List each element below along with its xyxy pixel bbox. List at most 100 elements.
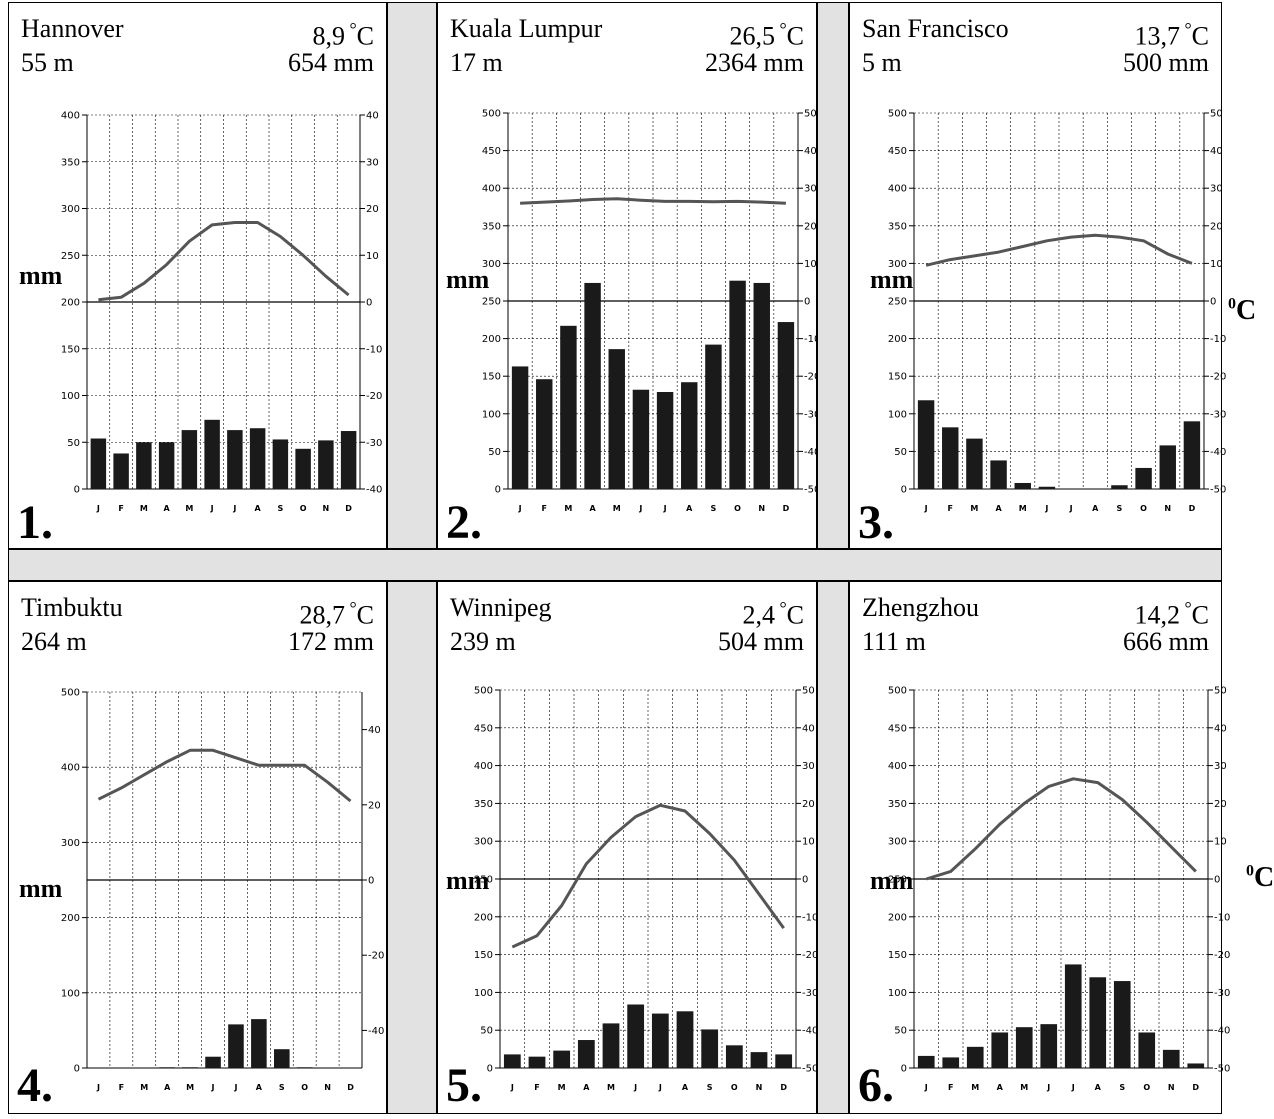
temp-tick-label: 10 bbox=[1214, 837, 1227, 848]
month-label: M bbox=[607, 1083, 615, 1092]
precip-bar bbox=[318, 440, 334, 489]
precip-tick-label: 100 bbox=[482, 409, 501, 420]
month-label: A bbox=[583, 1083, 590, 1092]
precip-tick-label: 100 bbox=[888, 988, 907, 999]
precip-tick-label: 250 bbox=[474, 875, 493, 886]
precip-tick-label: 300 bbox=[61, 204, 80, 215]
temperature-line bbox=[511, 803, 785, 949]
temp-tick-label: -10 bbox=[1210, 334, 1226, 345]
month-label: A bbox=[995, 504, 1002, 513]
month-label: O bbox=[301, 1083, 308, 1092]
month-label: J bbox=[924, 504, 928, 513]
temp-tick-label: 0 bbox=[366, 298, 372, 309]
station-elevation: 55 m bbox=[21, 48, 74, 77]
precip-bar bbox=[701, 1029, 719, 1068]
temp-tick-label: 50 bbox=[804, 109, 817, 120]
temperature-line bbox=[98, 221, 350, 302]
month-label: N bbox=[324, 1083, 331, 1092]
precip-tick-label: 200 bbox=[61, 298, 80, 309]
precip-bar bbox=[729, 280, 746, 489]
temp-tick-label: -30 bbox=[1214, 988, 1230, 999]
station-name: Timbuktu bbox=[21, 593, 123, 622]
temp-tick-label: 0 bbox=[1210, 297, 1216, 308]
precip-tick-label: 350 bbox=[482, 221, 501, 232]
temperature-line bbox=[925, 777, 1197, 881]
month-label: A bbox=[164, 1083, 171, 1092]
month-label: S bbox=[707, 1083, 713, 1092]
precip-tick-label: 400 bbox=[482, 184, 501, 195]
month-label: J bbox=[663, 504, 667, 513]
temp-axis-unit: 0C bbox=[1246, 862, 1274, 894]
precip-bar bbox=[777, 322, 795, 489]
precip-bar bbox=[1159, 445, 1176, 489]
annual-precipitation: 666 mm bbox=[1123, 627, 1209, 656]
station-name: San Francisco bbox=[862, 14, 1009, 43]
panel-number: 5. bbox=[446, 1059, 482, 1112]
precip-tick-label: 400 bbox=[474, 761, 493, 772]
climate-panel-1: Hannover 8,9 °C 55 m 654 mm 1. mm 0 C 0 50 100 150 2… bbox=[8, 2, 425, 549]
precip-bar bbox=[251, 1019, 267, 1068]
climate-chart: 050100150200250300350400450500-50-40-30-… bbox=[888, 109, 1226, 514]
annual-precipitation: 504 mm bbox=[718, 627, 804, 656]
temp-tick-label: -50 bbox=[1214, 1064, 1230, 1075]
precip-tick-label: 300 bbox=[888, 259, 907, 270]
climate-panel-3: San Francisco 13,7 °C 5 m 500 mm 3. mm 0C 0 50 10… bbox=[849, 2, 1256, 549]
precip-bar bbox=[602, 1023, 620, 1068]
precip-bar bbox=[656, 391, 674, 489]
mean-temp-value: 8,9 bbox=[312, 21, 345, 51]
temp-tick-label: -10 bbox=[802, 912, 818, 923]
temp-tick-label: 20 bbox=[1210, 221, 1223, 232]
annual-precipitation: 654 mm bbox=[288, 48, 374, 77]
temp-unit: C bbox=[1191, 600, 1209, 630]
precip-bar bbox=[553, 1050, 571, 1068]
temp-unit: C bbox=[356, 21, 374, 51]
climate-chart: 050100150200250300350400450500-50-40-30-… bbox=[482, 109, 820, 514]
panel-number: 4. bbox=[17, 1059, 53, 1112]
precip-bar bbox=[1135, 467, 1152, 489]
month-label: M bbox=[971, 1083, 979, 1092]
precip-tick-label: 50 bbox=[894, 1026, 907, 1037]
temperature-line bbox=[520, 197, 786, 205]
temp-tick-label: 20 bbox=[802, 799, 815, 810]
precip-tick-label: 0 bbox=[74, 485, 80, 496]
precip-tick-label: 350 bbox=[888, 799, 907, 810]
temp-tick-label: 10 bbox=[366, 251, 379, 262]
month-label: M bbox=[1019, 504, 1027, 513]
month-label: M bbox=[613, 504, 621, 513]
precip-bar bbox=[1162, 1049, 1180, 1068]
temp-tick-label: -30 bbox=[1210, 409, 1226, 420]
precip-bar bbox=[1089, 977, 1107, 1068]
temp-tick-label: 20 bbox=[804, 221, 817, 232]
precip-tick-label: 200 bbox=[474, 912, 493, 923]
gutter bbox=[387, 581, 437, 1114]
precip-tick-label: 350 bbox=[61, 157, 80, 168]
month-label: J bbox=[210, 504, 214, 513]
degree-sign: ° bbox=[774, 19, 787, 39]
month-label: O bbox=[300, 504, 307, 513]
precip-bar bbox=[917, 400, 935, 489]
month-label: O bbox=[1140, 504, 1147, 513]
temp-unit: C bbox=[786, 21, 804, 51]
month-label: F bbox=[542, 504, 547, 513]
precip-tick-label: 250 bbox=[61, 251, 80, 262]
precip-axis-unit: mm bbox=[870, 265, 914, 294]
precip-bar bbox=[966, 1046, 984, 1068]
precip-axis-unit: mm bbox=[870, 866, 914, 895]
temp-tick-label: 10 bbox=[802, 837, 815, 848]
precip-bar bbox=[296, 1067, 313, 1068]
month-label: F bbox=[534, 1083, 539, 1092]
temp-tick-label: -10 bbox=[804, 334, 820, 345]
precip-bar bbox=[295, 448, 311, 489]
precip-bar bbox=[503, 1054, 521, 1068]
month-label: A bbox=[164, 504, 171, 513]
precip-bar bbox=[1111, 485, 1128, 489]
gutter bbox=[817, 2, 849, 549]
month-label: A bbox=[997, 1083, 1004, 1092]
month-label: N bbox=[758, 504, 765, 513]
temp-tick-label: 40 bbox=[366, 111, 379, 122]
precip-axis-unit: mm bbox=[446, 265, 490, 294]
precip-bar bbox=[204, 419, 220, 489]
temp-unit-letter: C bbox=[1254, 862, 1274, 893]
month-label: M bbox=[140, 1083, 148, 1092]
